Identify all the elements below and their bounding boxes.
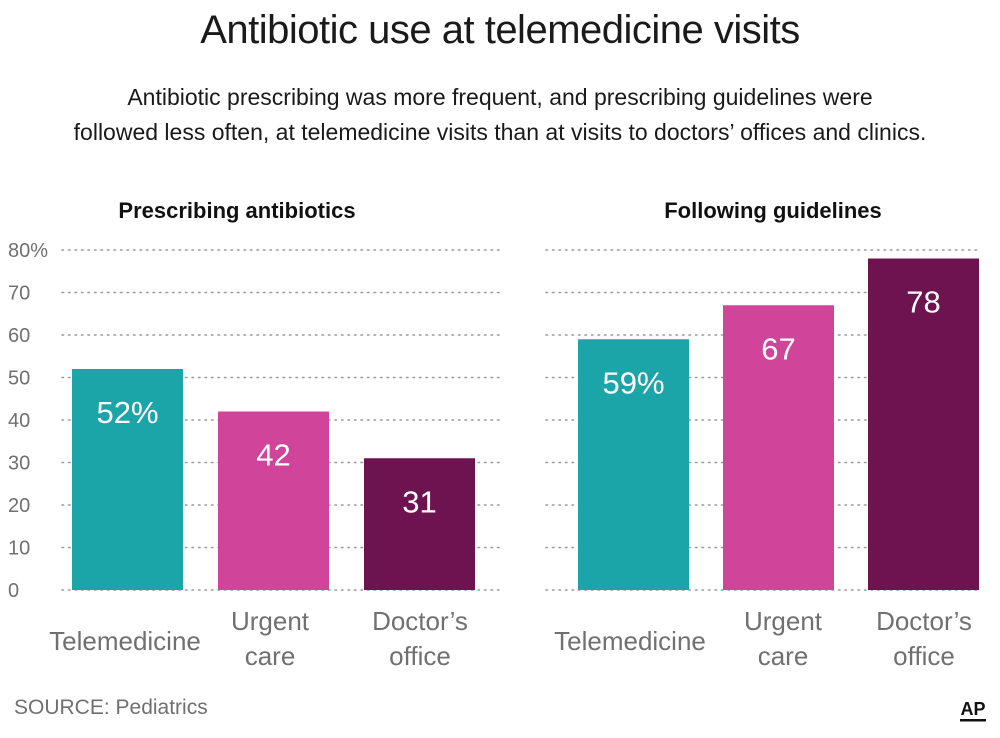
chart-title: Antibiotic use at telemedicine visits <box>200 8 800 52</box>
guidelines-category-label-0-0: Telemedicine <box>554 626 706 656</box>
y-tick-label-60: 60 <box>8 325 30 347</box>
y-tick-label-40: 40 <box>8 410 30 432</box>
ap-logo: AP <box>960 699 986 722</box>
prescribing-category-label-1-0: Urgent <box>231 606 310 636</box>
y-tick-label-30: 30 <box>8 453 30 475</box>
prescribing-category-label-2-1: office <box>389 641 451 671</box>
y-tick-label-70: 70 <box>8 283 30 305</box>
guidelines-category-label-1-1: care <box>758 641 809 671</box>
prescribing-value-label-1: 42 <box>256 438 290 473</box>
y-tick-label-10: 10 <box>8 538 30 560</box>
guidelines-panel-title: Following guidelines <box>664 198 882 223</box>
chart-subtitle: Antibiotic prescribing was more frequent… <box>0 80 1000 150</box>
prescribing-value-label-2: 31 <box>402 484 436 519</box>
guidelines-category-label-1-0: Urgent <box>744 606 823 636</box>
prescribing-bar-1 <box>218 411 329 590</box>
guidelines-bar-2 <box>868 258 979 590</box>
prescribing-bar-0 <box>72 369 183 590</box>
y-tick-label-0: 0 <box>8 580 19 602</box>
guidelines-bar-1 <box>723 305 834 590</box>
bar-charts: Prescribing antibiotics 0 10 20 30 40 50 60 70 80… <box>8 198 981 671</box>
guidelines-value-label-1: 67 <box>761 331 795 366</box>
guidelines-value-label-0: 59% <box>602 365 664 400</box>
y-tick-label-20: 20 <box>8 495 30 517</box>
prescribing-category-label-0-0: Telemedicine <box>49 626 201 656</box>
prescribing-value-label-0: 52% <box>96 395 158 430</box>
prescribing-bar-2 <box>364 458 475 590</box>
guidelines-category-label-2-1: office <box>893 641 955 671</box>
y-tick-label-50: 50 <box>8 368 30 390</box>
subtitle-line-2: followed less often, at telemedicine vis… <box>73 119 927 145</box>
prescribing-category-label-1-1: care <box>245 641 296 671</box>
prescribing-category-label-2-0: Doctor’s <box>372 606 468 636</box>
source-note: SOURCE: Pediatrics <box>14 696 208 719</box>
y-tick-label-80: 80% <box>8 240 48 262</box>
guidelines-category-label-2-0: Doctor’s <box>876 606 972 636</box>
guidelines-value-label-2: 78 <box>906 285 940 320</box>
subtitle-line-1: Antibiotic prescribing was more frequent… <box>127 84 873 110</box>
prescribing-panel-title: Prescribing antibiotics <box>118 198 355 223</box>
guidelines-bar-0 <box>578 339 689 590</box>
svg-text:AP: AP <box>960 699 985 719</box>
